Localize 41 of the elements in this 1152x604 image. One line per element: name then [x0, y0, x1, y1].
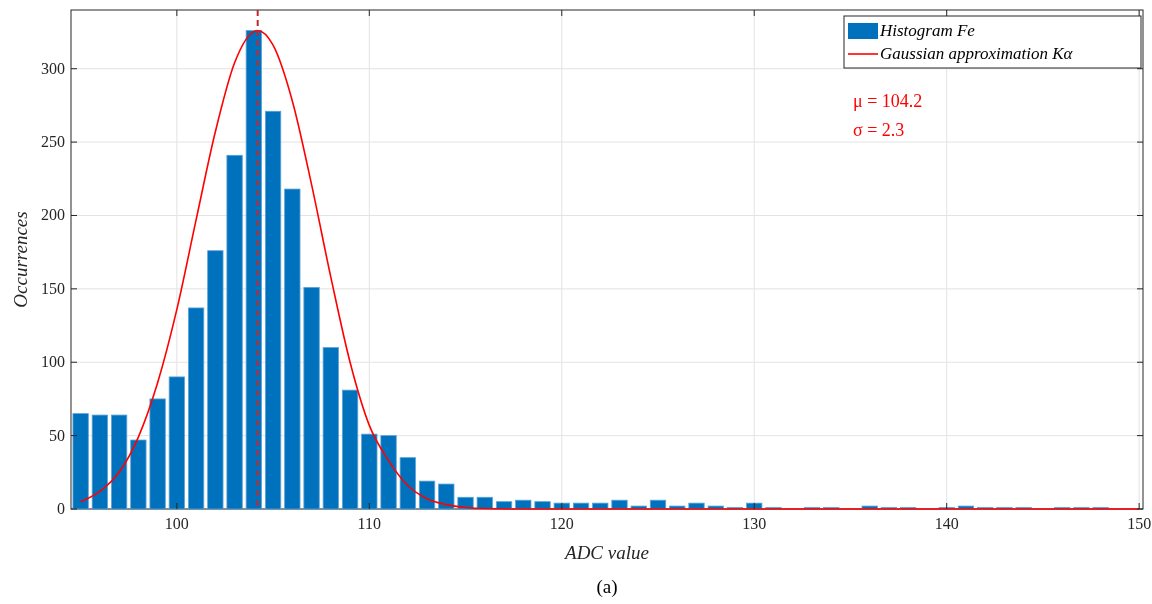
- bar: [361, 433, 378, 510]
- bar: [111, 414, 128, 510]
- bar: [264, 110, 282, 510]
- bar: [438, 483, 455, 510]
- y-tick-label: 0: [57, 500, 65, 517]
- bar: [91, 414, 108, 510]
- x-axis-title: ADC value: [563, 542, 649, 563]
- bar: [322, 347, 339, 510]
- bar: [226, 154, 243, 510]
- annotation: μ = 104.2: [853, 91, 923, 111]
- annotation: σ = 2.3: [853, 120, 905, 140]
- x-tick-label: 110: [357, 515, 382, 532]
- bar: [188, 307, 205, 510]
- x-tick-label: 150: [1127, 515, 1152, 532]
- legend-label: Gaussian approximation Kα: [880, 44, 1074, 63]
- bar: [130, 439, 147, 510]
- y-tick-label: 150: [41, 279, 65, 297]
- x-tick-label: 140: [934, 515, 959, 532]
- x-tick-label: 120: [549, 515, 574, 532]
- bar: [341, 389, 359, 510]
- bar: [72, 413, 89, 510]
- y-tick-label: 300: [41, 59, 65, 77]
- y-tick-label: 250: [41, 133, 65, 151]
- x-tick-label: 100: [164, 515, 189, 532]
- bar: [168, 376, 185, 510]
- bar: [380, 435, 397, 510]
- legend-label: Histogram Fe: [879, 21, 976, 40]
- bar: [207, 250, 224, 510]
- bar: [284, 188, 301, 510]
- y-tick-label: 50: [49, 426, 65, 444]
- text: (a): [596, 576, 618, 598]
- bar: [303, 286, 320, 510]
- x-tick-label: 130: [742, 515, 767, 532]
- bar: [399, 457, 416, 510]
- bar: [418, 480, 436, 510]
- y-tick-label: 100: [41, 353, 65, 371]
- bar: [149, 398, 166, 510]
- bar: [245, 30, 262, 510]
- y-tick-label: 200: [41, 206, 65, 224]
- bar: [476, 496, 493, 510]
- y-axis-title: Occurrences: [10, 211, 31, 308]
